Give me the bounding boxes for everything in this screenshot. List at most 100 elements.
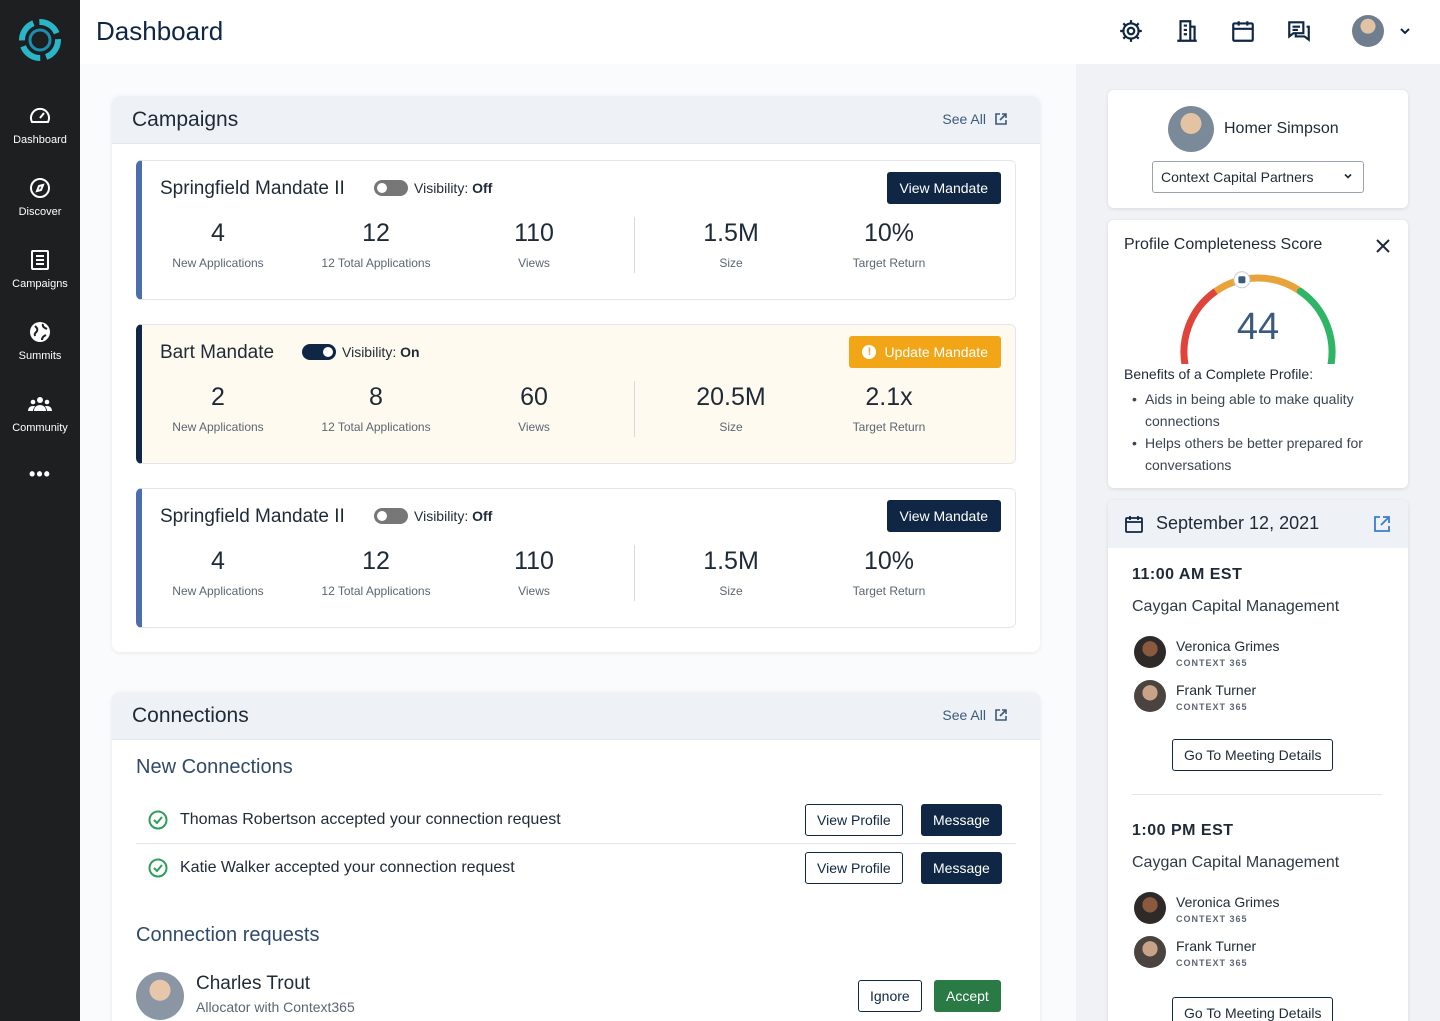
view-profile-button[interactable]: View Profile [805,804,903,836]
more-menu-button[interactable]: ••• [29,464,51,484]
message-button[interactable]: Message [921,852,1002,884]
stat-views: 60 Views [518,383,550,434]
stat-target-return: 2.1x Target Return [852,383,926,434]
avatar [1134,680,1166,712]
connection-row: Thomas Robertson accepted your connectio… [136,796,1016,844]
meeting-org: Caygan Capital Management [1132,598,1340,615]
new-connections-title: New Connections [136,756,293,778]
profile-name: Homer Simpson [1224,120,1339,137]
sidebar-item-campaigns[interactable]: Campaigns [0,248,80,308]
avatar [1134,936,1166,968]
calendar-icon[interactable] [1230,18,1258,46]
avatar [136,972,184,1020]
attendee-name: Veronica Grimes [1176,894,1280,910]
connection-row: Katie Walker accepted your connection re… [136,844,1016,892]
meeting-details-button[interactable]: Go To Meeting Details [1172,997,1334,1021]
alert-icon: ! [862,345,877,359]
stat-target-return: 10% Target Return [852,547,926,598]
connections-see-all-link[interactable]: See All [942,707,1008,723]
campaigns-card: Campaigns See All Springfield Mandate II… [112,96,1040,652]
attendee-name: Frank Turner [1176,682,1257,698]
stat-target-return: 10% Target Return [852,219,926,270]
message-button[interactable]: Message [921,804,1002,836]
document-icon [31,250,49,270]
user-avatar[interactable] [1352,15,1384,47]
completeness-score: 44 [1236,306,1280,348]
stat-divider [634,545,635,601]
sidebar-item-discover[interactable]: Discover [0,176,80,236]
visibility-status: Visibility: Off [414,180,493,196]
see-all-label: See All [942,111,986,127]
sidebar-item-community[interactable]: Community [0,392,80,452]
mandate-title: Bart Mandate [160,342,275,363]
campaigns-see-all-link[interactable]: See All [942,111,1008,127]
meeting-time: 1:00 PM EST [1132,822,1234,839]
close-icon[interactable] [1374,237,1392,255]
meeting-org: Caygan Capital Management [1132,854,1340,871]
avatar [1168,106,1214,152]
external-link-icon[interactable] [1372,514,1392,534]
sidebar-item-dashboard[interactable]: Dashboard [0,104,80,164]
gauge-arc-high [1296,287,1336,364]
settings-icon[interactable] [1118,18,1146,46]
chat-icon[interactable] [1286,18,1314,46]
chevron-down-icon[interactable] [1398,24,1412,38]
requester-name: Charles Trout [196,973,311,994]
people-icon [28,397,52,411]
mandate-card: Springfield Mandate II Visibility: Off V… [136,488,1016,628]
mandate-title: Springfield Mandate II [160,178,345,199]
compass-icon [30,178,50,198]
globe-icon [30,322,50,342]
sidebar-item-summits[interactable]: Summits [0,320,80,380]
benefits-list: Aids in being able to make quality conne… [1124,388,1400,476]
stat-total-applications: 8 12 Total Applications [321,383,431,434]
requester-subtitle: Allocator with Context365 [196,999,355,1015]
visibility-toggle[interactable] [302,344,336,360]
avatar [1134,892,1166,924]
view-mandate-button[interactable]: View Mandate [886,172,1001,204]
profile-card: Homer Simpson Context Capital Partners [1108,90,1408,208]
view-mandate-button[interactable]: View Mandate [886,500,1001,532]
stat-divider [634,217,635,273]
sidebar-item-label: Summits [18,350,62,362]
stat-views: 110 Views [514,547,554,598]
profile-completeness-title: Profile Completeness Score [1124,236,1323,253]
connections-title: Connections [132,704,249,727]
stat-total-applications: 12 12 Total Applications [321,219,431,270]
stat-new-applications: 4 New Applications [172,547,264,598]
calendar-header: September 12, 2021 [1108,500,1408,548]
visibility-toggle[interactable] [374,180,408,196]
chevron-down-icon [1344,173,1352,179]
stat-divider [634,381,635,437]
attendee-name: Frank Turner [1176,938,1257,954]
app-logo-icon[interactable] [14,14,66,66]
meeting-details-button[interactable]: Go To Meeting Details [1172,739,1334,771]
calendar-card: September 12, 2021 11:00 AM EST Caygan C… [1108,500,1408,1021]
external-link-icon [995,113,1007,125]
attendee-company: CONTEXT 365 [1176,702,1248,712]
profile-completeness-card: Profile Completeness Score 44 Benefits o… [1108,220,1408,488]
visibility-toggle[interactable] [374,508,408,524]
connections-card: Connections See All New Connections Thom… [112,692,1040,1021]
stat-size: 1.5M Size [703,219,759,270]
building-icon[interactable] [1174,18,1202,46]
update-mandate-button[interactable]: ! Update Mandate [849,336,1001,368]
connection-text: Thomas Robertson accepted your connectio… [180,811,561,828]
ignore-button[interactable]: Ignore [858,980,922,1012]
visibility-status: Visibility: On [342,344,420,360]
connections-header: Connections See All [112,692,1040,740]
sidebar-item-label: Community [12,422,68,434]
page-title: Dashboard [96,16,224,46]
divider [1132,794,1382,795]
attendee-company: CONTEXT 365 [1176,958,1248,968]
stat-size: 1.5M Size [703,547,759,598]
list-item: Helps others be better prepared for conv… [1124,432,1400,476]
attendee-company: CONTEXT 365 [1176,914,1248,924]
gauge-arc-mid [1213,274,1303,295]
sidebar: Dashboard Discover Campaigns Summits Com… [0,0,80,1021]
accept-button[interactable]: Accept [934,980,1001,1012]
company-select[interactable]: Context Capital Partners [1152,161,1364,193]
top-header: Dashboard [80,0,1440,64]
view-profile-button[interactable]: View Profile [805,852,903,884]
stat-new-applications: 4 New Applications [172,219,264,270]
